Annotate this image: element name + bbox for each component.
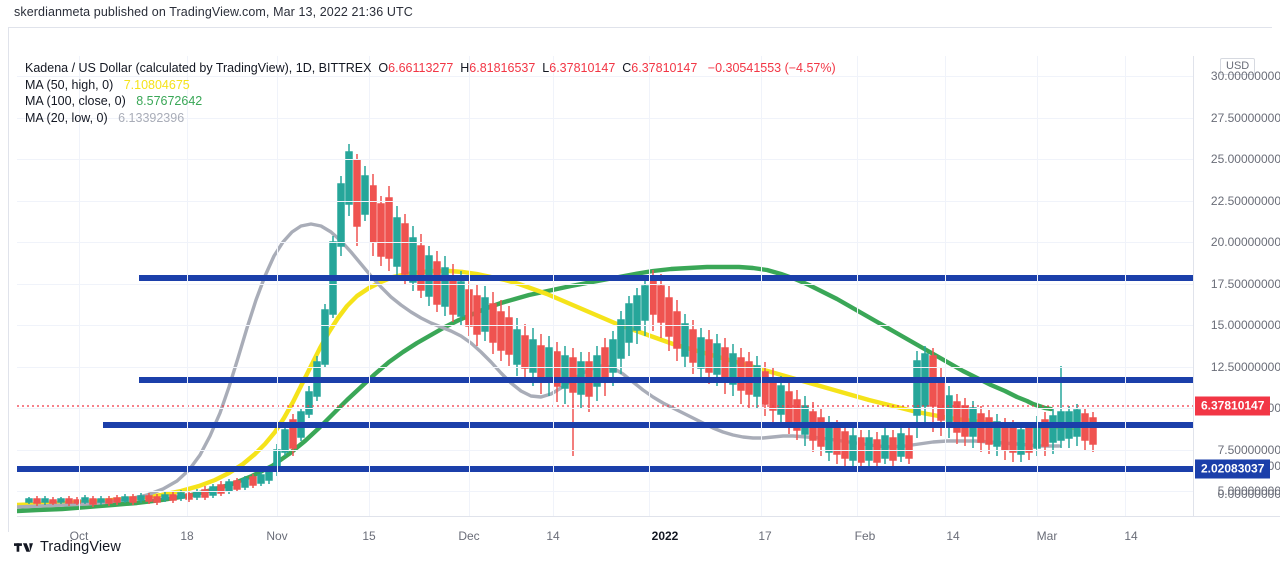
price-tick: 5.00000000: [1217, 484, 1280, 498]
gridline-vertical: [1037, 56, 1038, 516]
time-tick: Oct: [69, 529, 89, 543]
time-tick: 17: [758, 529, 772, 543]
chart-plot-area[interactable]: [17, 56, 1193, 516]
time-tick: Dec: [458, 529, 480, 543]
tradingview-brand[interactable]: TradingView: [14, 539, 121, 555]
gridline-vertical: [761, 56, 762, 516]
chart-frame: USD 30.00000000 27.50000000 25.00000000 …: [8, 27, 1280, 560]
gridline-vertical: [649, 56, 650, 516]
gridline-vertical: [187, 56, 188, 516]
price-axis[interactable]: USD 30.00000000 27.50000000 25.00000000 …: [1193, 56, 1280, 516]
price-tick: 25.00000000: [1210, 152, 1280, 166]
gridline-vertical: [79, 56, 80, 516]
gridline-vertical: [277, 56, 278, 516]
gridline-vertical: [469, 56, 470, 516]
gridline-vertical: [369, 56, 370, 516]
gridline-horizontal: [17, 450, 1193, 451]
tradingview-logo-icon: [14, 541, 33, 554]
gridline-vertical: [553, 56, 554, 516]
gridline-horizontal: [17, 491, 1193, 492]
currency-badge: USD: [1220, 58, 1256, 75]
publisher-bar: skerdianmeta published on TradingView.co…: [0, 0, 1280, 27]
gridline-horizontal: [17, 201, 1193, 202]
time-tick: Mar: [1036, 529, 1058, 543]
gridline-horizontal: [17, 118, 1193, 119]
time-tick: Feb: [854, 529, 876, 543]
gridline-horizontal: [17, 367, 1193, 368]
gridline-horizontal: [17, 242, 1193, 243]
time-tick: 15: [362, 529, 376, 543]
publisher-credit: skerdianmeta published on TradingView.co…: [14, 5, 413, 19]
time-tick: 14: [946, 529, 960, 543]
time-tick: 18: [180, 529, 194, 543]
horizontal-levels[interactable]: [17, 275, 1193, 472]
price-tick: 7.50000000: [1217, 443, 1280, 457]
price-tick: 20.00000000: [1210, 235, 1280, 249]
time-axis[interactable]: Oct 18 Nov 15 Dec 14 2022 17 Feb 14 Mar …: [17, 516, 1280, 560]
gridline-horizontal: [17, 408, 1193, 409]
support-level-tag[interactable]: 2.02083037: [1195, 459, 1271, 479]
price-tick: 0.00000000: [1217, 487, 1280, 501]
price-tick: 15.00000000: [1210, 318, 1280, 332]
gridline-horizontal: [17, 159, 1193, 160]
gridline-horizontal: [17, 284, 1193, 285]
time-tick: Nov: [266, 529, 288, 543]
price-tick: 17.50000000: [1210, 277, 1280, 291]
gridline-vertical: [1125, 56, 1126, 516]
price-tick: 12.50000000: [1210, 360, 1280, 374]
price-tick: 27.50000000: [1210, 111, 1280, 125]
price-tick: 22.50000000: [1210, 194, 1280, 208]
gridline-horizontal: [17, 325, 1193, 326]
gridline-vertical: [945, 56, 946, 516]
time-tick: 2022: [651, 529, 679, 543]
ma50-line: [17, 268, 1080, 508]
gridline-vertical: [857, 56, 858, 516]
time-tick: 14: [1124, 529, 1138, 543]
gridline-horizontal: [17, 76, 1193, 77]
price-tick: 30.00000000: [1210, 69, 1280, 83]
last-price-tag[interactable]: 6.37810147: [1195, 396, 1271, 416]
chart-series-svg: [17, 144, 1193, 514]
time-tick: 14: [546, 529, 560, 543]
tradingview-brand-name: TradingView: [40, 539, 121, 555]
ma100-line: [17, 264, 1054, 514]
